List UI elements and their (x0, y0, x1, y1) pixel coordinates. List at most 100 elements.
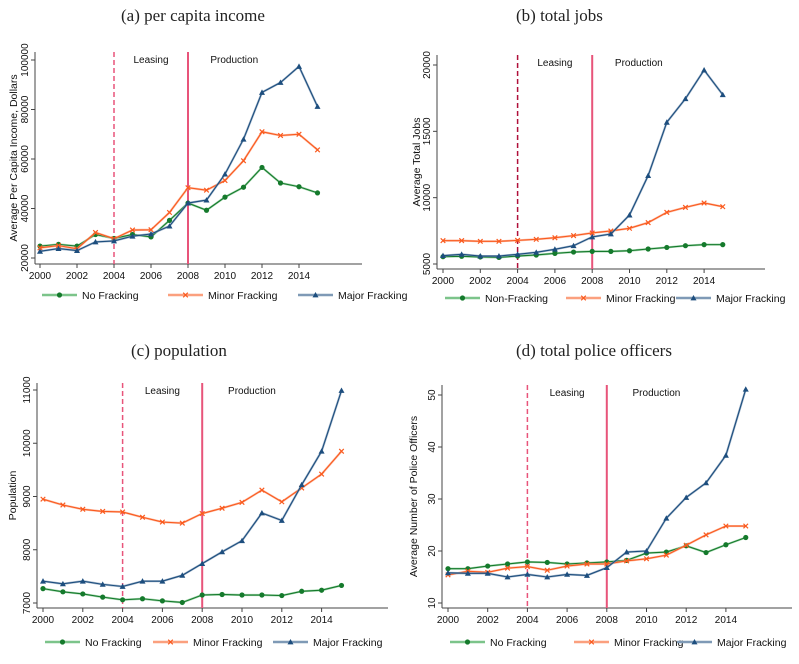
data-point-minor (129, 227, 136, 233)
x-tick-label: 2006 (140, 271, 163, 282)
data-point-none (296, 184, 302, 190)
legend-marker-minor (588, 639, 595, 645)
data-point-minor (643, 556, 650, 562)
data-point-minor (589, 230, 595, 236)
data-point-none (608, 248, 614, 254)
data-point-major (703, 479, 710, 486)
legend-label: Major Fracking (716, 293, 786, 305)
y-tick-label: 50 (427, 389, 438, 401)
data-point-major (203, 197, 210, 203)
y-tick-label: 20 (427, 545, 438, 557)
x-tick-label: 2002 (72, 615, 95, 626)
leasing-label: Leasing (133, 55, 168, 66)
data-point-none (240, 184, 247, 190)
legend-marker-minor (580, 295, 587, 301)
legend-marker-none (59, 639, 66, 645)
data-point-major (79, 578, 86, 584)
data-point-major (119, 583, 126, 589)
data-point-none (544, 559, 550, 566)
legend-marker-major (287, 639, 294, 645)
data-point-none (60, 589, 66, 595)
legend-marker-major (312, 292, 319, 298)
data-point-major (239, 537, 245, 544)
panel-d: 10 20 30 40 50 2000 2002 2004 2006 2008 2010 2012 20… (408, 385, 792, 649)
x-tick-label: 2004 (506, 276, 529, 287)
data-point-major (318, 448, 325, 454)
y-tick-label: 20000 (422, 51, 433, 79)
data-point-minor (259, 129, 265, 135)
y-tick-label: 40000 (20, 194, 31, 222)
data-point-major (277, 79, 284, 85)
x-tick-label: 2008 (177, 271, 200, 282)
data-point-minor (80, 506, 86, 513)
x-tick-label: 2010 (635, 615, 658, 626)
data-point-minor (743, 523, 749, 529)
legend-label: Minor Fracking (614, 637, 684, 649)
series-line-none (442, 244, 723, 258)
y-tick-label: 60000 (20, 145, 31, 173)
series-line-minor (39, 131, 318, 250)
data-point-major (179, 572, 186, 578)
data-point-major (40, 578, 46, 584)
x-tick-label: 2004 (516, 615, 539, 626)
data-point-none (100, 594, 106, 600)
data-point-minor (645, 219, 651, 226)
data-point-minor (159, 519, 166, 525)
data-point-minor (683, 542, 689, 549)
data-point-none (279, 592, 285, 599)
data-point-minor (514, 237, 521, 244)
data-point-none (445, 566, 451, 572)
x-tick-label: 2000 (437, 615, 460, 626)
y-tick-label: 5000 (422, 252, 433, 275)
legend-label: Non-Fracking (485, 293, 548, 305)
data-point-none (222, 194, 228, 200)
legend-marker-none (56, 292, 63, 298)
data-point-major (445, 569, 451, 576)
data-point-major (464, 570, 471, 576)
data-point-major (701, 67, 708, 73)
data-point-major (719, 91, 726, 98)
x-tick-label: 2008 (581, 276, 604, 287)
data-point-major (484, 570, 491, 576)
series-line-none (39, 166, 318, 247)
data-point-major (166, 223, 173, 229)
data-point-major (219, 548, 226, 555)
legend-label: No Fracking (85, 637, 142, 649)
x-tick-label: 2010 (231, 615, 254, 626)
data-point-minor (544, 567, 550, 573)
y-tick-label: 10 (427, 597, 438, 609)
data-point-none (524, 559, 531, 565)
data-point-minor (626, 225, 633, 232)
series-line-major (39, 65, 318, 252)
data-point-major (99, 581, 106, 587)
x-tick-label: 2014 (693, 276, 716, 287)
legend-label: No Fracking (82, 290, 139, 302)
data-point-major (92, 238, 99, 245)
data-point-major (111, 237, 117, 244)
data-point-none (720, 242, 726, 248)
x-tick-label: 2010 (214, 271, 237, 282)
legend-marker-major (691, 639, 698, 645)
x-tick-label: 2004 (103, 271, 126, 282)
leasing-label: Leasing (145, 386, 180, 397)
legend-label: Minor Fracking (193, 637, 263, 649)
data-point-major (296, 63, 302, 69)
y-tick-label: 15000 (422, 117, 433, 145)
data-point-major (314, 103, 321, 109)
data-point-minor (338, 448, 345, 454)
x-tick-label: 2000 (432, 276, 455, 287)
data-point-minor (703, 532, 709, 538)
data-point-none (219, 591, 225, 598)
data-point-major (564, 571, 571, 577)
legend-marker-minor (167, 639, 174, 645)
data-point-minor (701, 200, 707, 206)
x-tick-label: 2010 (618, 276, 641, 287)
y-tick-label: 10000 (422, 183, 433, 211)
legend-label: Minor Fracking (208, 290, 278, 302)
data-point-major (258, 510, 265, 516)
data-point-minor (99, 508, 106, 515)
data-point-minor (60, 502, 66, 508)
data-point-none (179, 599, 185, 606)
data-point-minor (119, 509, 126, 515)
data-point-major (623, 549, 630, 555)
